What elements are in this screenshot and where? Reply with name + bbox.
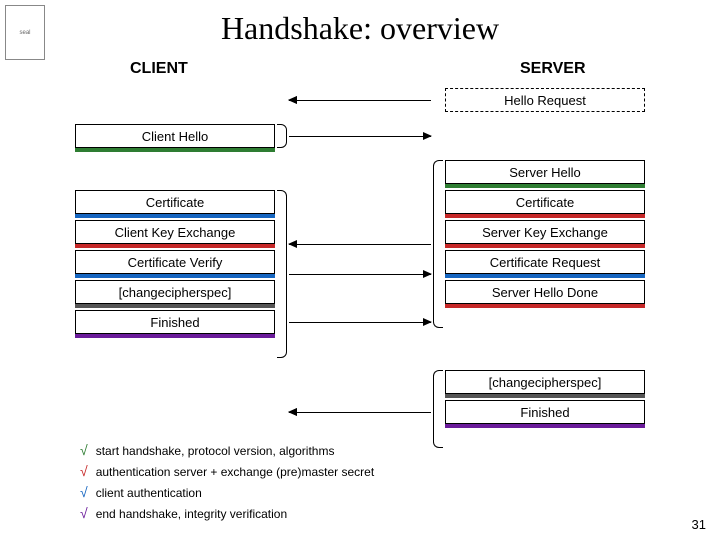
phase-underline (445, 244, 645, 248)
server-msg-2: Server Hello (445, 160, 645, 184)
server-msg-8: [changecipherspec] (445, 370, 645, 394)
client-msg-5-label: Certificate Verify (128, 255, 223, 270)
client-header: CLIENT (130, 60, 188, 78)
check-icon: √ (80, 503, 88, 524)
check-icon: √ (80, 440, 88, 461)
phase-underline (75, 304, 275, 308)
legend-text: end handshake, integrity verification (96, 505, 287, 523)
client-msg-4-label: Client Key Exchange (115, 225, 236, 240)
server-msg-6-label: Server Hello Done (492, 285, 598, 300)
client-msg-5: Certificate Verify (75, 250, 275, 274)
server-msg-9-label: Finished (520, 405, 569, 420)
phase-underline (445, 184, 645, 188)
client-msg-6-label: [changecipherspec] (119, 285, 232, 300)
arrow-right (289, 322, 431, 323)
arrow-left (289, 412, 431, 413)
phase-underline (75, 274, 275, 278)
legend-row-2: √ client authentication (80, 482, 374, 503)
slide-title: Handshake: overview (0, 0, 720, 47)
client-msg-3: Certificate (75, 190, 275, 214)
client-msg-4: Client Key Exchange (75, 220, 275, 244)
server-msg-3: Certificate (445, 190, 645, 214)
arrow-left (289, 244, 431, 245)
legend-row-1: √ authentication server + exchange (pre)m… (80, 461, 374, 482)
university-seal-logo: seal (5, 5, 45, 60)
legend-row-3: √ end handshake, integrity verification (80, 503, 374, 524)
phase-underline (75, 214, 275, 218)
client-msg-6: [changecipherspec] (75, 280, 275, 304)
arrow-right (289, 274, 431, 275)
phase-underline (75, 244, 275, 248)
client-msg-1-label: Client Hello (142, 129, 208, 144)
arrow-right (289, 136, 431, 137)
phase-underline (445, 394, 645, 398)
client-msg-1: Client Hello (75, 124, 275, 148)
page-number: 31 (692, 517, 706, 532)
server-msg-6: Server Hello Done (445, 280, 645, 304)
phase-underline (75, 148, 275, 152)
check-icon: √ (80, 482, 88, 503)
group-bracket (277, 124, 287, 148)
server-msg-5: Certificate Request (445, 250, 645, 274)
phase-underline (75, 334, 275, 338)
phase-underline (445, 274, 645, 278)
phase-underline (445, 424, 645, 428)
legend-row-0: √ start handshake, protocol version, algo… (80, 440, 374, 461)
server-msg-3-label: Certificate (516, 195, 575, 210)
server-msg-8-label: [changecipherspec] (489, 375, 602, 390)
client-msg-7: Finished (75, 310, 275, 334)
server-msg-9: Finished (445, 400, 645, 424)
legend-text: client authentication (96, 484, 202, 502)
server-msg-0: Hello Request (445, 88, 645, 112)
group-bracket (433, 370, 443, 448)
group-bracket (433, 160, 443, 328)
phase-underline (445, 304, 645, 308)
group-bracket (277, 190, 287, 358)
phase-underline (445, 214, 645, 218)
server-msg-4: Server Key Exchange (445, 220, 645, 244)
client-msg-3-label: Certificate (146, 195, 205, 210)
legend-text: authentication server + exchange (pre)ma… (96, 463, 374, 481)
server-msg-2-label: Server Hello (509, 165, 581, 180)
server-msg-4-label: Server Key Exchange (482, 225, 608, 240)
arrow-left (289, 100, 431, 101)
check-icon: √ (80, 461, 88, 482)
server-msg-0-label: Hello Request (504, 93, 586, 108)
server-header: SERVER (520, 60, 586, 78)
client-msg-7-label: Finished (150, 315, 199, 330)
legend: √ start handshake, protocol version, algo… (80, 440, 374, 524)
legend-text: start handshake, protocol version, algor… (96, 442, 335, 460)
server-msg-5-label: Certificate Request (490, 255, 601, 270)
